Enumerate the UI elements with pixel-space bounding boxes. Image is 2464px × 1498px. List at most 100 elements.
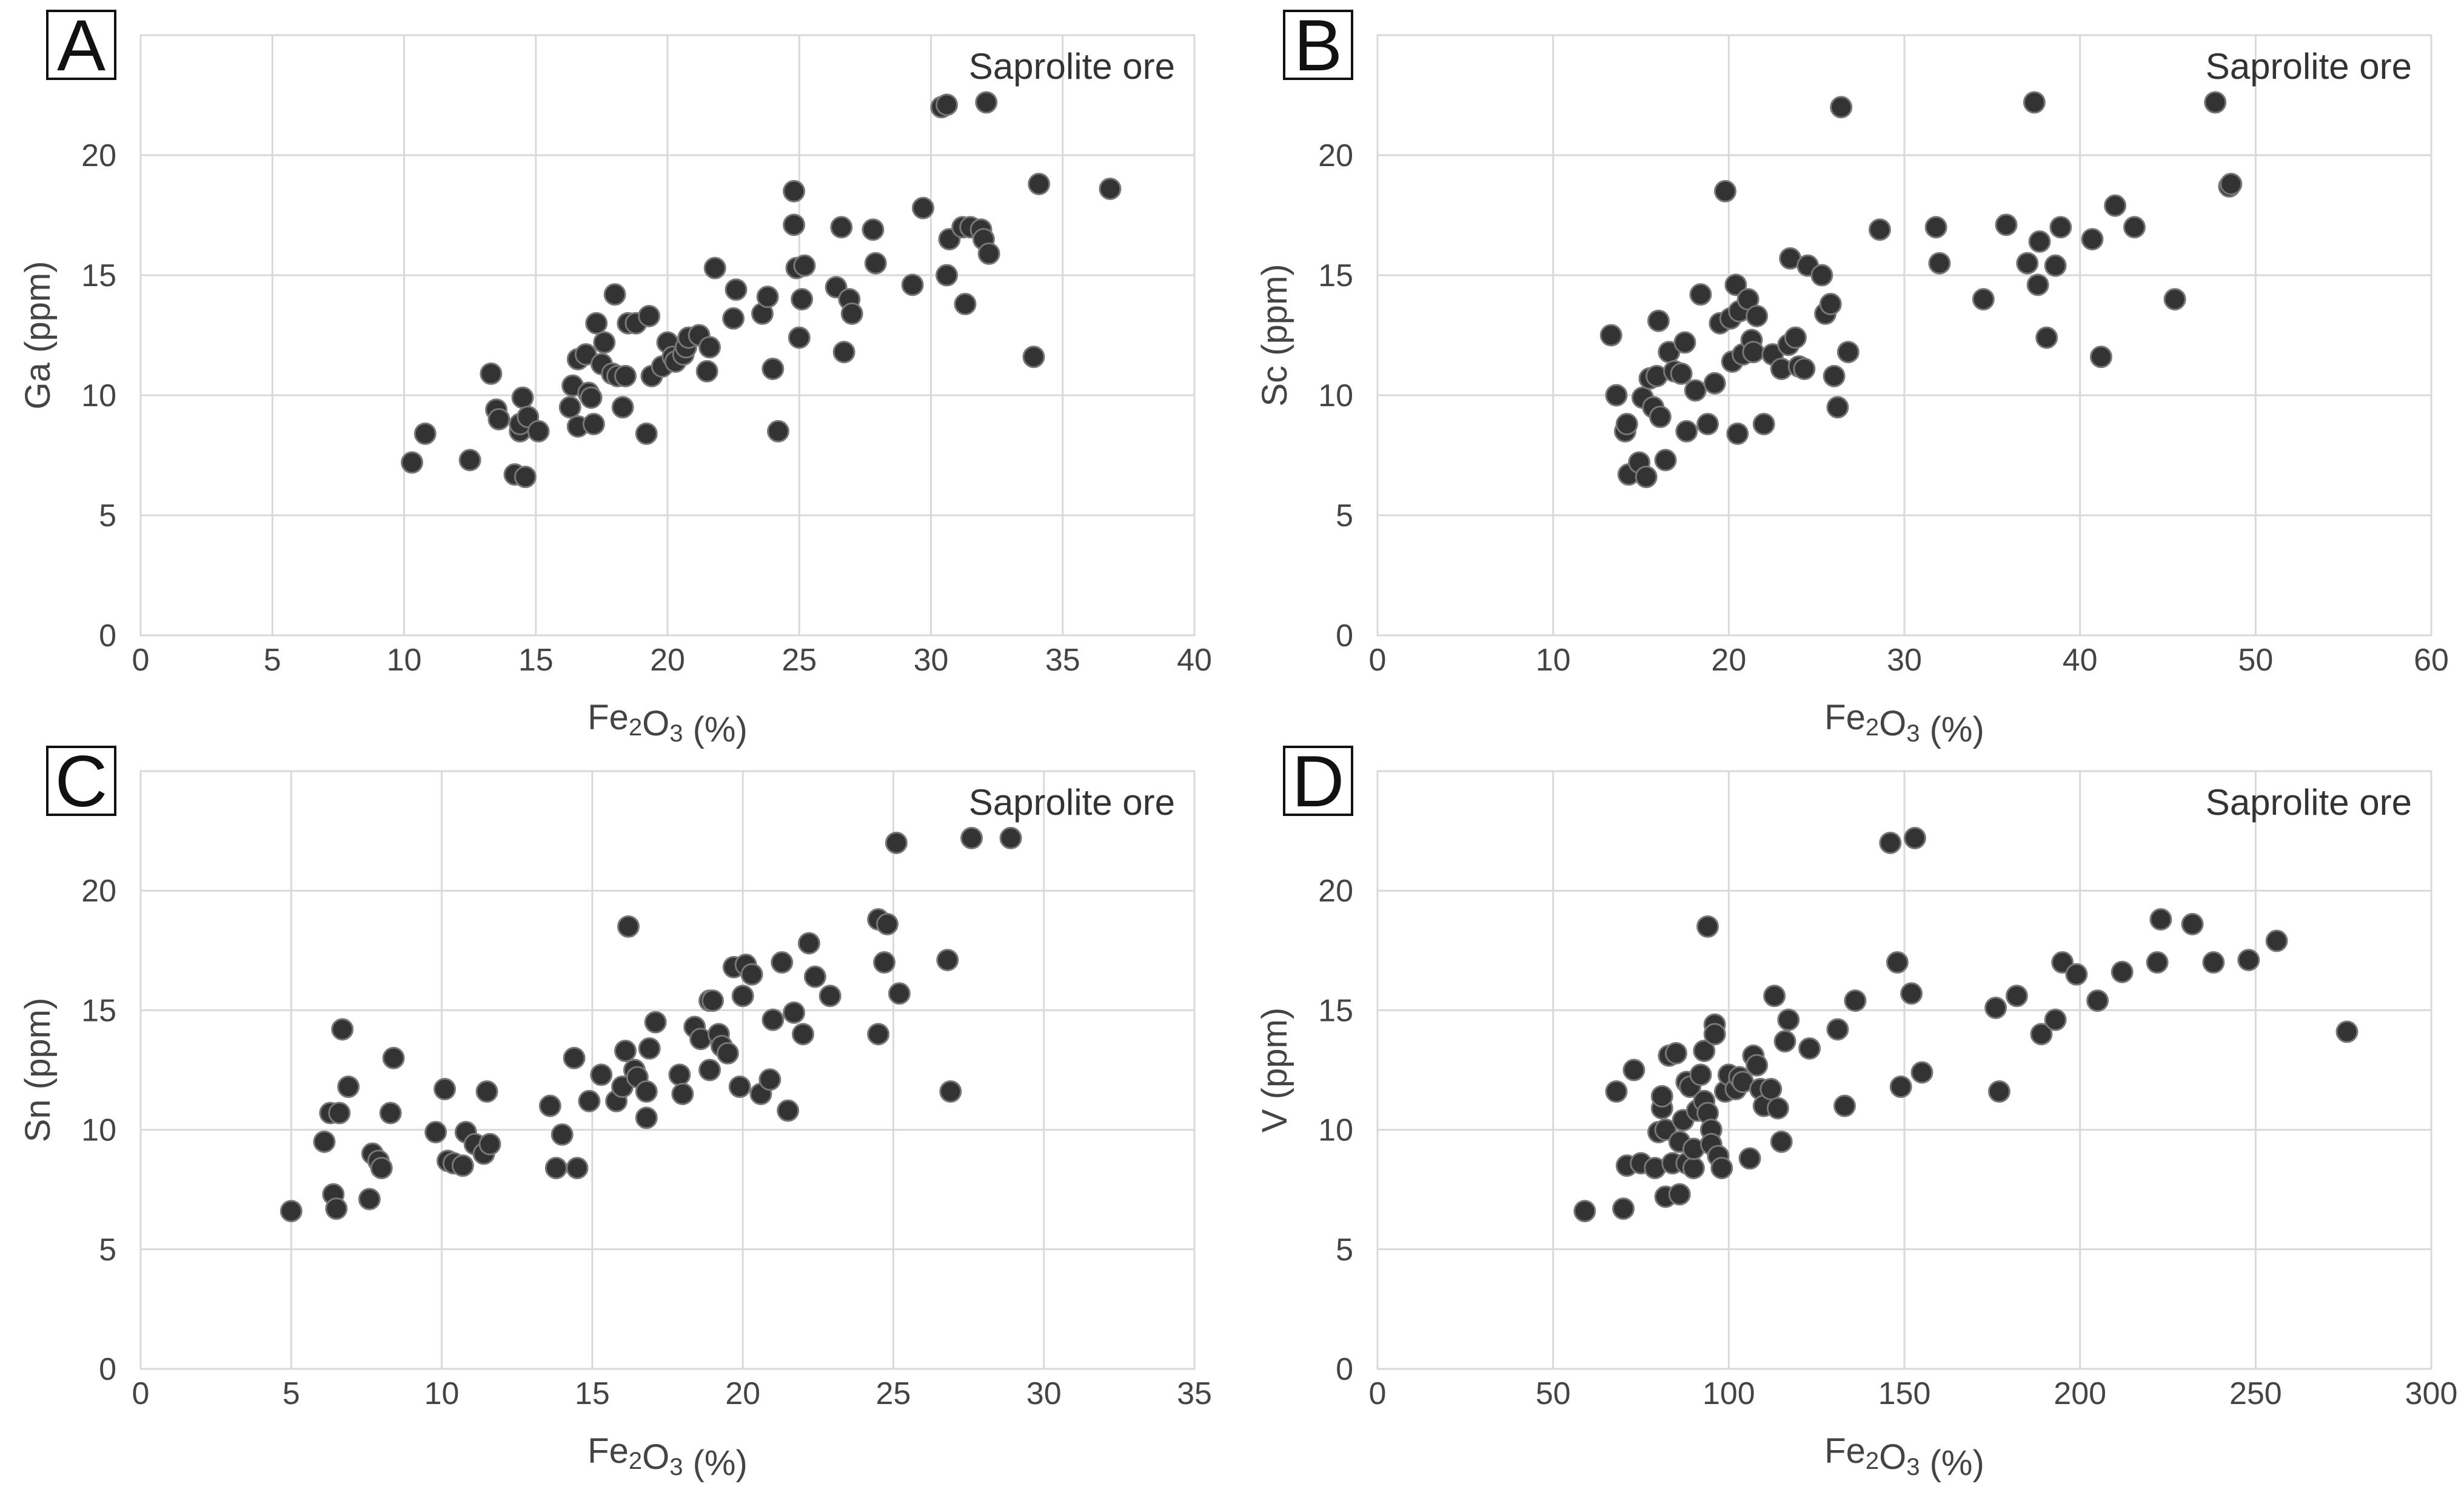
data-point xyxy=(2163,288,2186,311)
data-point xyxy=(1826,396,1849,419)
panel-letter-box xyxy=(46,10,116,80)
data-point xyxy=(783,179,806,202)
y-tick-label: 0 xyxy=(1336,618,1353,654)
data-point xyxy=(382,1046,405,1069)
y-tick-label: 15 xyxy=(81,258,116,293)
y-axis-title: Sn (ppm) xyxy=(18,998,58,1143)
data-point xyxy=(977,242,1000,265)
data-point xyxy=(867,1023,890,1046)
x-tick-label: 35 xyxy=(1045,643,1080,678)
data-point xyxy=(2335,1020,2359,1043)
data-point xyxy=(1886,951,1909,974)
data-point xyxy=(538,1094,561,1117)
data-point xyxy=(1693,1039,1716,1062)
data-point xyxy=(1823,364,1846,387)
data-point xyxy=(544,1157,567,1180)
x-tick-label: 50 xyxy=(2238,643,2273,678)
data-point xyxy=(313,1130,336,1153)
x-tick-label: 35 xyxy=(1177,1376,1212,1411)
data-point xyxy=(1022,346,1045,369)
y-tick-label: 15 xyxy=(1318,993,1353,1028)
x-tick-label: 0 xyxy=(1369,1376,1387,1411)
annotation-label: Saprolite ore xyxy=(2206,782,2412,823)
data-point xyxy=(2220,173,2243,196)
data-point xyxy=(1773,1030,1796,1053)
data-point xyxy=(1703,372,1726,395)
data-point xyxy=(566,1157,589,1180)
data-point xyxy=(635,422,658,445)
data-point xyxy=(793,254,816,277)
x-tick-label: 20 xyxy=(1711,643,1746,678)
data-point xyxy=(1573,1200,1596,1223)
data-point xyxy=(2202,951,2225,974)
data-point xyxy=(788,326,811,349)
data-point xyxy=(954,293,977,316)
panel-c: 0 5 10 15 20 25 30 35 0 5 10 15 20 Fe2O3 (%) Sn (ppm) S… xyxy=(18,741,1212,1483)
data-point xyxy=(563,1046,586,1069)
data-point xyxy=(1738,1147,1761,1170)
data-point xyxy=(791,1023,814,1046)
data-point xyxy=(1028,173,1051,196)
data-point xyxy=(1924,216,1947,239)
data-point xyxy=(1826,1018,1849,1041)
data-point xyxy=(936,93,959,116)
x-tick-label: 25 xyxy=(876,1376,911,1411)
annotation-label: Saprolite ore xyxy=(2206,46,2412,87)
data-point xyxy=(756,286,779,309)
data-point xyxy=(1752,413,1775,436)
data-point xyxy=(401,451,424,474)
x-tick-label: 40 xyxy=(1177,643,1212,678)
data-point xyxy=(783,1001,806,1024)
x-tick-label: 25 xyxy=(782,643,817,678)
data-point xyxy=(1766,1097,1789,1120)
data-point xyxy=(2049,216,2072,239)
y-tick-label: 20 xyxy=(81,874,116,909)
data-point xyxy=(1987,1080,2010,1103)
panel-letter: B xyxy=(1294,5,1342,86)
data-point xyxy=(603,283,626,306)
data-point xyxy=(936,949,959,972)
data-point xyxy=(758,1068,782,1091)
data-point xyxy=(1714,179,1737,202)
data-point xyxy=(593,331,616,354)
data-point xyxy=(762,1008,785,1031)
data-point xyxy=(2016,252,2039,275)
data-point xyxy=(638,1037,661,1060)
x-tick-label: 15 xyxy=(575,1376,610,1411)
data-point xyxy=(777,1099,800,1122)
data-point xyxy=(480,362,503,385)
x-axis-title: Fe2O3 (%) xyxy=(588,698,748,749)
data-point xyxy=(803,965,826,988)
data-point xyxy=(888,982,911,1005)
data-point xyxy=(328,1102,351,1125)
data-point xyxy=(1682,1157,1705,1180)
data-point xyxy=(1670,362,1693,385)
data-point xyxy=(873,951,896,974)
data-point xyxy=(2123,216,2146,239)
x-tick-label: 5 xyxy=(283,1376,300,1411)
data-point xyxy=(413,422,437,445)
data-point xyxy=(1810,264,1833,287)
data-point xyxy=(1635,466,1658,489)
data-point xyxy=(325,1197,348,1220)
data-point xyxy=(1726,422,1749,445)
y-tick-label: 20 xyxy=(1318,138,1353,173)
data-point xyxy=(1995,213,2018,236)
data-point xyxy=(1622,1058,1645,1082)
data-point xyxy=(722,307,745,330)
data-point xyxy=(695,359,718,383)
data-point xyxy=(582,413,605,436)
data-point xyxy=(1984,996,2007,1019)
data-point xyxy=(1696,413,1719,436)
data-point xyxy=(1605,384,1628,407)
data-point xyxy=(1668,1183,1691,1206)
data-point xyxy=(1903,826,1926,849)
data-point xyxy=(1703,1023,1726,1046)
data-point xyxy=(1972,288,1995,311)
data-point xyxy=(458,449,481,472)
x-tick-label: 20 xyxy=(725,1376,760,1411)
data-point xyxy=(1770,1130,1793,1153)
y-tick-label: 10 xyxy=(1318,1113,1353,1148)
data-point xyxy=(783,213,806,236)
